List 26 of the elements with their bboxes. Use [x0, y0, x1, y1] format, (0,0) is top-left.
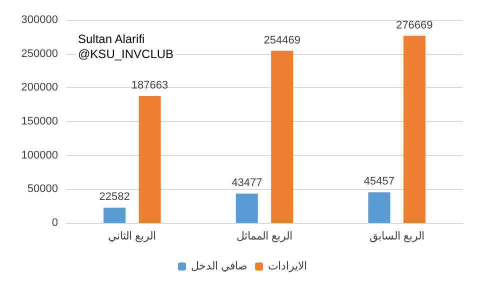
y-tick-label: 150000 [21, 116, 58, 128]
annotation: @KSU_INVCLUB [78, 47, 174, 61]
bar [271, 50, 294, 223]
data-label: 276669 [396, 19, 433, 32]
y-tick-label: 200000 [21, 82, 58, 94]
data-label: 45457 [364, 176, 395, 188]
legend-label: صافي الدخل [190, 260, 248, 272]
y-tick-label: 0 [52, 217, 58, 229]
legend-label: الايرادات [268, 260, 308, 272]
bar [403, 36, 426, 223]
y-tick-label: 50000 [27, 183, 58, 196]
data-label: 22582 [99, 191, 130, 204]
x-tick-label: الربع الثاني [108, 230, 156, 242]
data-label: 43477 [232, 177, 262, 190]
bar [368, 192, 390, 223]
bar [138, 96, 161, 223]
bar [104, 208, 126, 223]
data-label: 254469 [264, 34, 300, 46]
bar [236, 194, 258, 223]
y-tick-label: 100000 [21, 149, 58, 162]
y-tick-label: 250000 [21, 48, 58, 60]
data-label: 187663 [131, 80, 168, 92]
y-tick-label: 300000 [21, 14, 58, 26]
annotation: Sultan Alarifi [78, 32, 145, 46]
x-tick-label: الربع السابق [369, 230, 424, 242]
x-tick-label: الربع المماثل [236, 230, 293, 242]
